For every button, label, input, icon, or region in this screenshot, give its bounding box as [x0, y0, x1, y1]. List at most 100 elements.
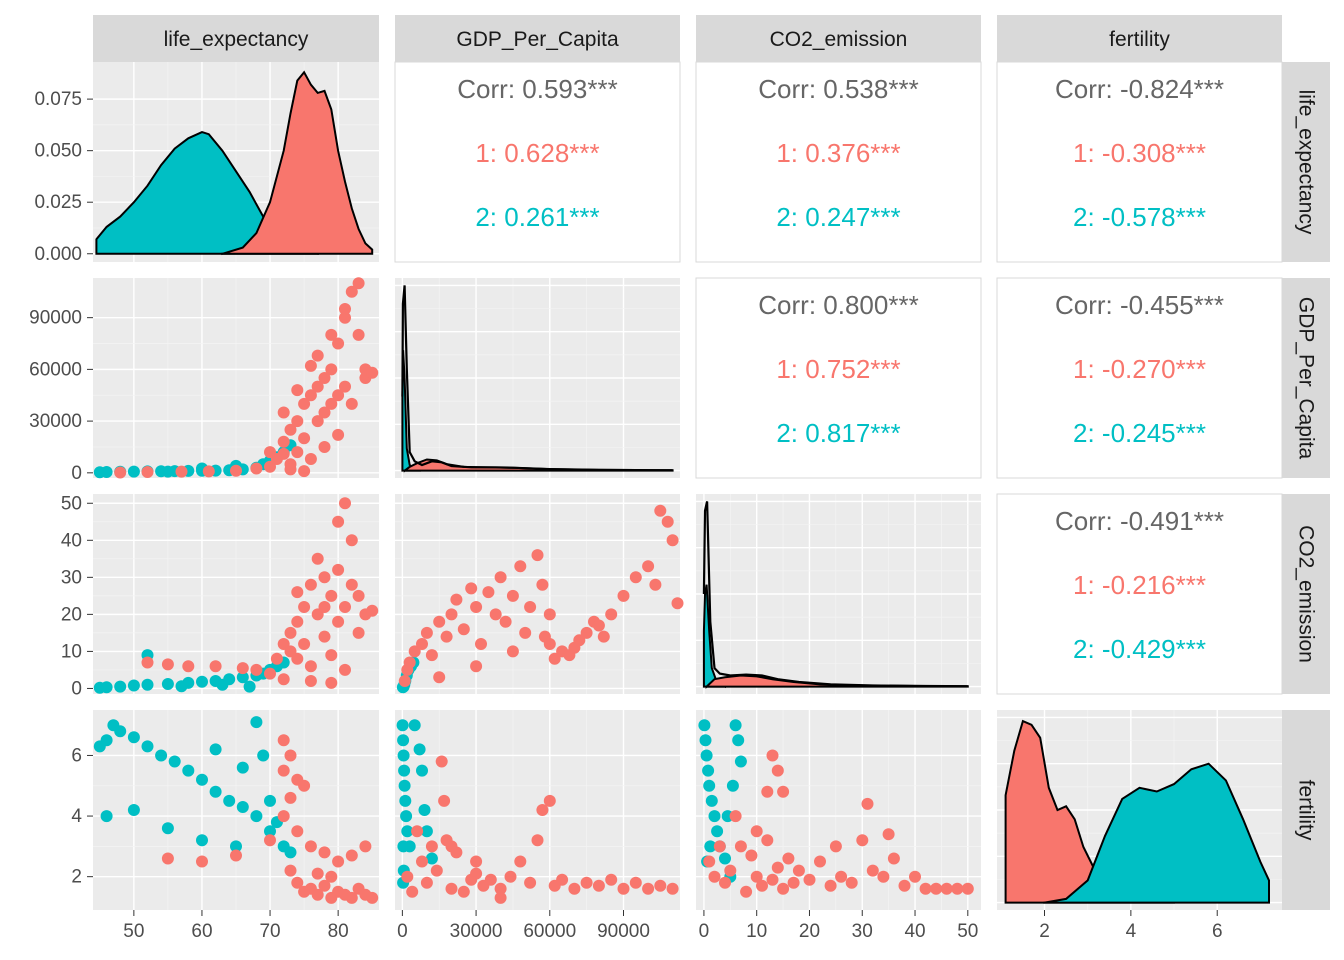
scatter-point-group1 [440, 630, 453, 643]
scatter-point-group1 [209, 660, 222, 673]
scatter-point-group1 [866, 864, 879, 877]
scatter-point-group1 [284, 749, 297, 762]
scatter-point-group1 [284, 423, 297, 436]
scatter-point-group1 [325, 363, 338, 376]
scatter-point-group1 [298, 601, 311, 613]
scatter-point-group1 [777, 785, 790, 798]
scatter-point-group1 [291, 825, 304, 838]
scatter-point-group1 [339, 311, 351, 324]
right-strip-label-CO2_emission: CO2_emission [1295, 525, 1318, 663]
scatter-point-group1 [277, 734, 290, 747]
scatter-point-group1 [318, 571, 331, 584]
scatter-point-group2 [196, 834, 208, 847]
scatter-point-group1 [592, 879, 605, 892]
corr-group2-label: 2: -0.578*** [1073, 202, 1206, 232]
corr-overall-label: Corr: -0.491*** [1055, 506, 1224, 536]
scatter-point-group1 [304, 453, 317, 465]
scatter-point-group2 [401, 825, 414, 838]
scatter-point-group2 [114, 725, 127, 738]
x-tick-label-life_expectancy: 50 [123, 921, 144, 942]
scatter-point-group2 [396, 719, 409, 732]
scatter-point-group1 [445, 882, 458, 895]
scatter-point-group1 [398, 675, 411, 687]
scatter-point-group1 [617, 882, 630, 895]
scatter-point-group2 [141, 740, 154, 753]
scatter-point-group1 [291, 876, 304, 889]
scatter-point-group1 [761, 834, 774, 847]
scatter-point-group1 [339, 380, 351, 393]
scatter-point-group2 [161, 822, 174, 835]
top-strip-label-CO2_emission: CO2_emission [770, 28, 908, 51]
scatter-point-group2 [397, 840, 410, 853]
scatter-point-group1 [318, 630, 331, 643]
scatter-point-group2 [264, 794, 276, 807]
corr-group2-label: 2: 0.247*** [776, 202, 900, 232]
scatter-point-group2 [161, 465, 174, 478]
y-tick-label-CO2_emission: 30 [61, 567, 82, 588]
scatter-point-group1 [298, 638, 311, 650]
scatter-point-group1 [919, 882, 932, 895]
y-tick-label-CO2_emission: 50 [61, 493, 82, 514]
scatter-point-group1 [861, 797, 874, 810]
scatter-point-group1 [649, 578, 662, 591]
scatter-point-group1 [366, 604, 379, 617]
scatter-point-group1 [345, 285, 358, 298]
scatter-point-group1 [311, 415, 324, 428]
scatter-point-group1 [332, 855, 345, 868]
scatter-point-group1 [202, 465, 215, 478]
scatter-point-group2 [257, 749, 270, 762]
scatter-point-group2 [708, 810, 721, 823]
scatter-point-group1 [457, 623, 470, 636]
corr-group2-label: 2: 0.261*** [475, 202, 599, 232]
scatter-point-group1 [745, 849, 758, 862]
scatter-point-group1 [291, 586, 304, 599]
scatter-point-group1 [141, 656, 154, 669]
scatter-point-group2 [398, 764, 411, 777]
scatter-point-group1 [470, 601, 483, 613]
scatter-point-group2 [196, 675, 208, 688]
scatter-point-group1 [345, 397, 358, 410]
scatter-point-group1 [450, 593, 463, 606]
y-tick-label-life_expectancy: 0.025 [34, 192, 82, 213]
scatter-point-group1 [304, 578, 317, 591]
scatter-point-group1 [332, 563, 345, 576]
scatter-point-group1 [325, 649, 338, 662]
scatter-point-group1 [835, 870, 848, 883]
scatter-point-group1 [332, 389, 345, 402]
scatter-point-group1 [482, 586, 495, 599]
scatter-point-group2 [100, 734, 113, 747]
scatter-point-group1 [311, 349, 324, 362]
corr-overall-label: Corr: -0.824*** [1055, 74, 1224, 104]
top-strip-CO2_emission [696, 15, 981, 62]
x-tick-label-GDP_Per_Capita: 90000 [597, 921, 650, 942]
scatter-point-group2 [702, 764, 715, 777]
scatter-point-group2 [127, 679, 140, 692]
scatter-point-group1 [470, 660, 483, 673]
scatter-point-group2 [127, 465, 140, 478]
scatter-point-group1 [514, 855, 527, 868]
scatter-point-group2 [127, 731, 140, 744]
scatter-point-group2 [734, 755, 747, 768]
scatter-point-group1 [824, 879, 837, 892]
scatter-point-group1 [291, 384, 304, 397]
scatter-point-group1 [661, 515, 674, 528]
scatter-point-group1 [940, 882, 953, 895]
scatter-point-group1 [887, 852, 900, 865]
corr-group1-label: 1: -0.216*** [1073, 570, 1206, 600]
scatter-point-group1 [654, 504, 667, 517]
scatter-point-group1 [345, 849, 358, 862]
scatter-point-group2 [100, 681, 113, 694]
x-tick-label-CO2_emission: 50 [957, 921, 978, 942]
scatter-point-group1 [708, 870, 721, 883]
scatter-point-group1 [445, 840, 458, 853]
scatter-point-group2 [100, 810, 113, 823]
scatter-point-group1 [465, 582, 478, 595]
x-tick-label-GDP_Per_Capita: 30000 [450, 921, 503, 942]
scatter-point-group1 [531, 549, 544, 562]
scatter-point-group1 [568, 882, 581, 895]
right-strip-fertility [1282, 710, 1330, 910]
scatter-point-group2 [250, 716, 263, 729]
scatter-point-group1 [284, 791, 297, 804]
y-tick-label-GDP_Per_Capita: 30000 [29, 411, 82, 432]
